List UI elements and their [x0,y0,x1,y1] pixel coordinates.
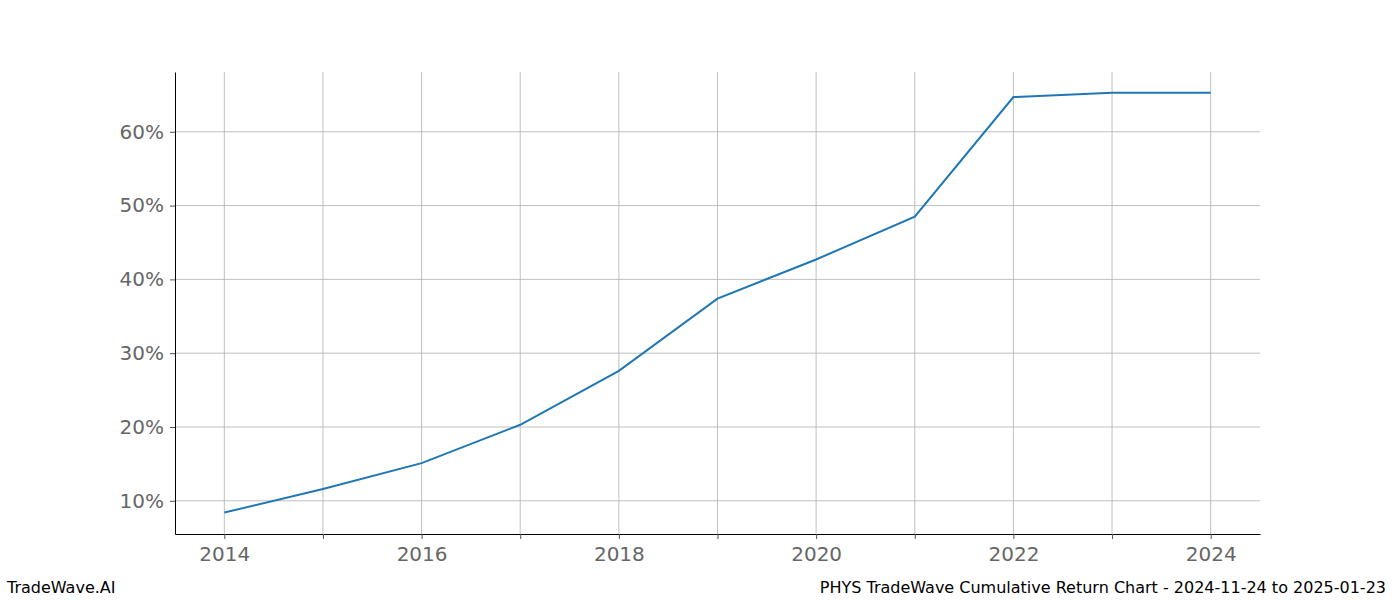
tick-mark [170,206,175,207]
y-axis: 10% 20% 30% 40% 50% 60% [120,73,176,535]
tick [1112,534,1113,539]
tick-label: 2016 [397,542,448,566]
grid-line-x [322,72,323,534]
tick-mark [170,427,175,428]
tick-label: 20% [120,415,164,439]
tick: 60% [120,120,175,144]
tick-mark [224,534,225,539]
tick-mark [1211,534,1212,539]
tick: 40% [120,267,175,291]
tick: 50% [120,193,175,217]
grid [175,72,1260,534]
tick-mark [915,534,916,539]
tick: 2024 [1186,534,1237,566]
tick-label: 50% [120,193,164,217]
tick [915,534,916,539]
grid-line-y [175,131,1260,132]
tick: 2016 [397,534,448,566]
tick-label: 30% [120,341,164,365]
tick [718,534,719,539]
tick-mark [718,534,719,539]
tick-mark [323,534,324,539]
tick [520,534,521,539]
tick: 2022 [988,534,1039,566]
plot: 2014 2016 2018 2020 2022 2024 10% 20% 30% 40% 50% 6… [120,72,1261,566]
tick: 10% [120,489,175,513]
tick-mark [170,279,175,280]
title: PHYS TradeWave Cumulative Return Chart -… [820,578,1386,597]
tick-mark [422,534,423,539]
grid-line-y [175,279,1260,280]
grid-line-x [816,72,817,534]
grid-line-y [175,353,1260,354]
y-axis-line [175,73,176,535]
chart: 2014 2016 2018 2020 2022 2024 10% 20% 30% 40% 50% 6… [0,0,1400,600]
tick-label: 10% [120,489,164,513]
tick-mark [520,534,521,539]
grid-line-x [1013,72,1014,534]
grid-line-x [717,72,718,534]
grid-line-y [175,205,1260,206]
marks [224,93,1210,513]
tick-mark [170,132,175,133]
tick: 2020 [791,534,842,566]
line [224,93,1210,513]
tick-label: 2024 [1186,542,1237,566]
tick-label: 2018 [594,542,645,566]
x-axis: 2014 2016 2018 2020 2022 2024 [176,534,1261,566]
source: TradeWave.AI [6,578,115,597]
tick-mark [619,534,620,539]
tick [323,534,324,539]
tick-label: 2020 [791,542,842,566]
tick: 2018 [594,534,645,566]
grid-line-x [914,72,915,534]
tick-mark [1013,534,1014,539]
grid-line-x [421,72,422,534]
grid-line-x [1210,72,1211,534]
tick: 20% [120,415,175,439]
tick-mark [816,534,817,539]
grid-line-y [175,500,1260,501]
tick-mark [1112,534,1113,539]
tick-label: 60% [120,120,164,144]
grid-line-x [1112,72,1113,534]
grid-line-y [175,426,1260,427]
grid-line-x [618,72,619,534]
tick-label: 2022 [988,542,1039,566]
tick-mark [170,353,175,354]
tick: 2014 [199,534,250,566]
grid-line-x [520,72,521,534]
tick: 30% [120,341,175,365]
tick-label: 40% [120,267,164,291]
tick-label: 2014 [199,542,250,566]
tick-mark [170,501,175,502]
grid-line-x [224,72,225,534]
